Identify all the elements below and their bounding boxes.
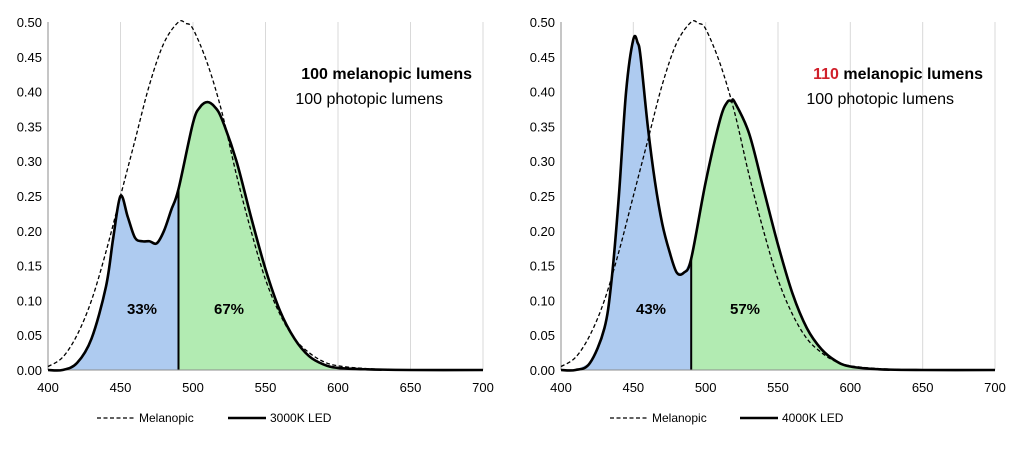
legend-label-melanopic: Melanopic [652,411,707,425]
series-line-led [47,100,484,372]
y-tick-label: 0.20 [530,224,555,239]
x-tick-label: 500 [182,380,204,395]
annotation-value: 100 [301,66,328,83]
fill-short-wavelength [48,189,179,371]
y-tick-label: 0.10 [17,293,42,308]
chart-2: 0.00 0.05 0.10 0.15 0.20 0.25 0.30 0.35 0.40 0.45… [530,15,1006,425]
y-tick-label: 0.45 [17,50,42,65]
y-tick-label: 0.25 [530,189,555,204]
fill-long-wavelength [178,102,483,370]
x-tick-label: 450 [622,380,644,395]
x-tick-label: 600 [839,380,861,395]
x-tick-label: 400 [37,380,59,395]
y-tick-label: 0.30 [530,154,555,169]
y-tick-label: 0.05 [17,328,42,343]
annotation-value: 110 [813,66,839,83]
y-tick-label: 0.15 [17,259,42,274]
x-tick-label: 700 [984,380,1006,395]
y-tick-label: 0.00 [530,363,555,378]
y-tick-label: 0.05 [530,328,555,343]
fill-short-wavelength [561,38,692,371]
pct-label-long: 67% [214,301,244,318]
x-tick-label: 550 [767,380,789,395]
fill-long-wavelength [691,101,995,371]
legend-label-melanopic: Melanopic [139,411,194,425]
y-tick-label: 0.50 [17,15,42,30]
pct-label-short: 33% [127,301,157,318]
y-tick-label: 0.40 [530,85,555,100]
x-tick-label: 650 [912,380,934,395]
y-tick-label: 0.45 [530,50,555,65]
annotation-photopic-lumens: 100 photopic lumens [295,91,443,108]
pct-label-short: 43% [636,301,666,318]
legend-label-led: 4000K LED [782,411,844,425]
y-tick-label: 0.35 [530,119,555,134]
x-tick-label: 400 [550,380,572,395]
annotation-melanopic-lumens: 110 melanopic lumens [813,66,983,83]
annotation-melanopic-lumens: 100 melanopic lumens [301,66,472,83]
pct-label-long: 57% [730,301,760,318]
y-tick-label: 0.20 [17,224,42,239]
series-line-melanopic [47,20,484,371]
y-tick-label: 0.10 [530,293,555,308]
x-tick-label: 500 [695,380,717,395]
x-tick-label: 700 [472,380,494,395]
y-tick-label: 0.35 [17,119,42,134]
y-tick-label: 0.30 [17,154,42,169]
x-tick-label: 450 [110,380,132,395]
legend-label-led: 3000K LED [270,411,332,425]
annotation-rest: melanopic lumens [328,66,472,83]
y-tick-label: 0.25 [17,189,42,204]
x-tick-label: 600 [327,380,349,395]
y-tick-label: 0.00 [17,363,42,378]
x-tick-label: 650 [400,380,422,395]
y-tick-label: 0.40 [17,85,42,100]
y-tick-label: 0.50 [530,15,555,30]
chart-1: 0.00 0.05 0.10 0.15 0.20 0.25 0.30 0.35 0.40 0.45… [17,15,494,425]
annotation-rest: melanopic lumens [839,66,983,83]
x-tick-label: 550 [255,380,277,395]
y-tick-label: 0.15 [530,259,555,274]
annotation-photopic-lumens: 100 photopic lumens [806,91,954,108]
series-line-led [560,34,996,372]
